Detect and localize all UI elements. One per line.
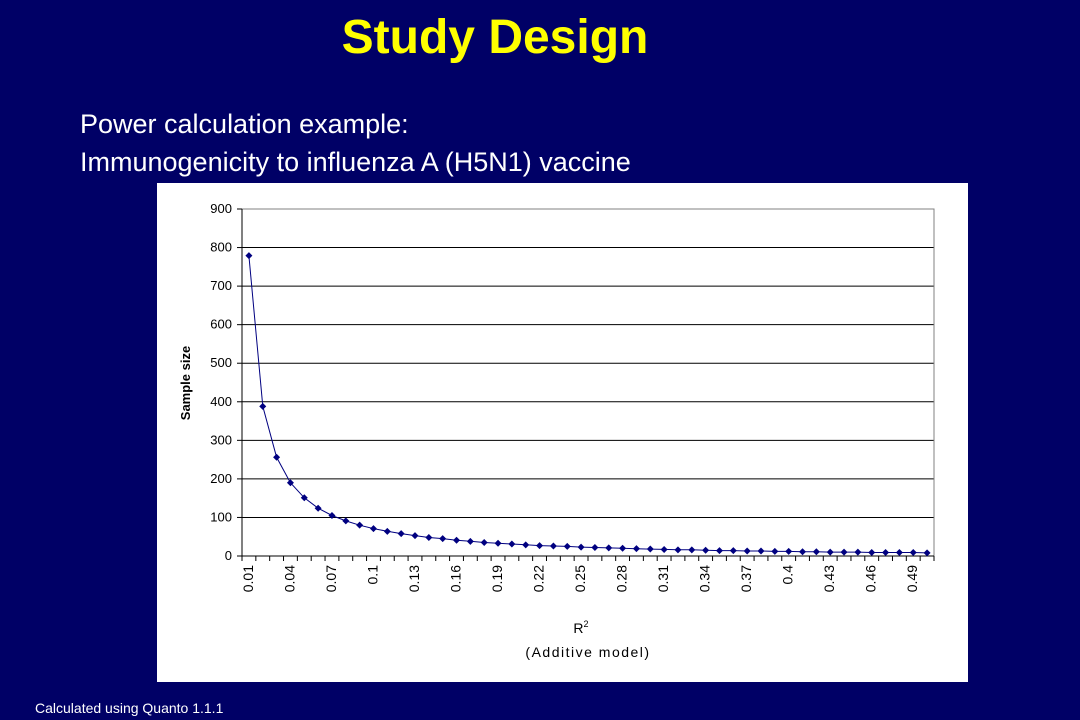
data-point bbox=[453, 536, 461, 544]
plot-area-border bbox=[241, 208, 935, 557]
data-point bbox=[895, 549, 903, 557]
data-point bbox=[785, 547, 793, 555]
data-point bbox=[757, 547, 765, 555]
data-point bbox=[688, 546, 696, 554]
data-point bbox=[632, 545, 640, 553]
x-tick-label: 0.25 bbox=[572, 565, 588, 592]
data-point bbox=[273, 453, 281, 461]
x-axis-label-superscript: 2 bbox=[584, 619, 589, 629]
x-tick-label: 0.28 bbox=[614, 565, 630, 592]
data-point bbox=[245, 252, 253, 260]
x-tick-label: 0.1 bbox=[364, 565, 380, 585]
subtitle: Power calculation example: Immunogenicit… bbox=[80, 105, 631, 181]
x-tick-label: 0.37 bbox=[738, 565, 754, 592]
data-point bbox=[868, 549, 876, 557]
x-tick-label: 0.16 bbox=[448, 565, 464, 592]
x-tick-label: 0.43 bbox=[821, 565, 837, 592]
slide-title: Study Design bbox=[341, 11, 649, 64]
data-point bbox=[411, 532, 419, 540]
data-point bbox=[840, 548, 848, 556]
y-tick-label: 600 bbox=[210, 317, 232, 332]
data-point bbox=[314, 504, 322, 512]
x-tick-label: 0.31 bbox=[655, 565, 671, 592]
data-point bbox=[882, 549, 890, 557]
y-tick-label: 800 bbox=[210, 240, 232, 255]
data-point bbox=[563, 542, 571, 550]
data-point bbox=[826, 548, 834, 556]
y-tick-label: 100 bbox=[210, 509, 232, 524]
x-tick-label: 0.4 bbox=[780, 565, 796, 585]
x-axis-label-subtitle: (Additive model) bbox=[525, 644, 650, 660]
x-axis-ticks: 0.01 0.04 0.07 0.1 0.13 0.16 0.19 0.22 0.25 0.28 0… bbox=[240, 556, 935, 592]
series-line-and-markers bbox=[245, 252, 931, 557]
data-point bbox=[356, 521, 364, 529]
data-point bbox=[577, 543, 585, 551]
y-axis-label: Sample size bbox=[178, 346, 193, 420]
data-point bbox=[605, 544, 613, 552]
data-point bbox=[702, 546, 710, 554]
data-point bbox=[286, 479, 294, 487]
data-point bbox=[383, 527, 391, 535]
data-point bbox=[466, 537, 474, 545]
data-point bbox=[646, 545, 654, 553]
data-point bbox=[300, 494, 308, 502]
x-tick-label: 0.34 bbox=[697, 565, 713, 592]
data-point bbox=[342, 517, 350, 525]
x-tick-label: 0.46 bbox=[863, 565, 879, 592]
data-point bbox=[674, 546, 682, 554]
x-tick-label: 0.49 bbox=[904, 565, 920, 592]
data-point bbox=[923, 549, 931, 557]
data-point bbox=[715, 547, 723, 555]
x-tick-label: 0.22 bbox=[531, 565, 547, 592]
data-point bbox=[660, 545, 668, 553]
x-axis-label-main: R bbox=[573, 620, 583, 636]
data-point bbox=[909, 549, 917, 557]
y-tick-label: 500 bbox=[210, 355, 232, 370]
y-tick-label: 0 bbox=[225, 548, 232, 563]
data-point bbox=[480, 539, 488, 547]
data-point bbox=[439, 535, 447, 543]
series-line bbox=[248, 255, 928, 554]
y-tick-label: 200 bbox=[210, 471, 232, 486]
x-tick-label: 0.04 bbox=[281, 565, 297, 592]
data-point bbox=[494, 539, 502, 547]
data-point bbox=[799, 548, 807, 556]
data-point bbox=[259, 402, 267, 410]
data-point bbox=[812, 548, 820, 556]
x-tick-label: 0.13 bbox=[406, 565, 422, 592]
data-point bbox=[522, 541, 530, 549]
data-point bbox=[369, 525, 377, 533]
grid-lines bbox=[242, 208, 934, 518]
x-tick-label: 0.07 bbox=[323, 565, 339, 592]
subtitle-line-2: Immunogenicity to influenza A (H5N1) vac… bbox=[80, 147, 631, 177]
data-point bbox=[328, 512, 336, 520]
data-point bbox=[854, 548, 862, 556]
data-point bbox=[536, 542, 544, 550]
data-point bbox=[729, 547, 737, 555]
y-axis-ticks: 0 100 200 300 400 500 600 700 800 900 bbox=[210, 201, 934, 563]
data-point bbox=[771, 547, 779, 555]
y-tick-label: 300 bbox=[210, 432, 232, 447]
footnote: Calculated using Quanto 1.1.1 bbox=[35, 700, 224, 716]
x-axis-label: R2 bbox=[573, 619, 588, 636]
data-point bbox=[397, 530, 405, 538]
y-tick-label: 700 bbox=[210, 278, 232, 293]
chart-panel: 0 100 200 300 400 500 600 700 800 900 0.01 0.04 0.0… bbox=[157, 183, 968, 682]
data-point bbox=[619, 544, 627, 552]
data-point bbox=[549, 542, 557, 550]
data-point bbox=[743, 547, 751, 555]
data-point bbox=[591, 544, 599, 552]
data-point bbox=[508, 540, 516, 548]
subtitle-line-1: Power calculation example: bbox=[80, 109, 409, 139]
x-tick-label: 0.01 bbox=[240, 565, 256, 592]
y-tick-label: 900 bbox=[210, 201, 232, 216]
x-tick-label: 0.19 bbox=[489, 565, 505, 592]
y-tick-label: 400 bbox=[210, 394, 232, 409]
data-point bbox=[425, 533, 433, 541]
